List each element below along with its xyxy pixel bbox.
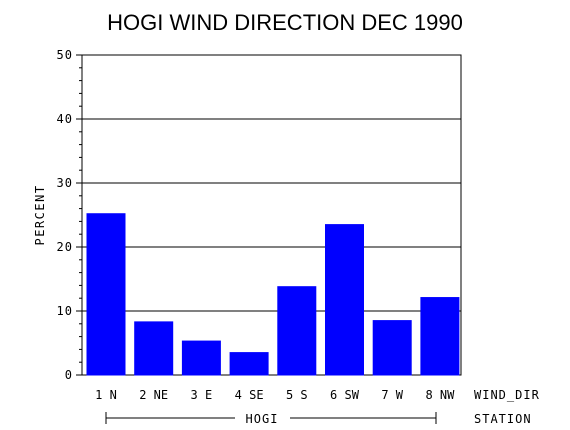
y-tick-label: 20 [57, 240, 73, 254]
bars [86, 213, 460, 376]
bar-6-sw [325, 224, 364, 376]
bar-4-se [229, 352, 269, 376]
x-tick-label: 7 W [381, 388, 403, 402]
bar-7-w [372, 320, 412, 376]
y-tick-label: 10 [57, 304, 73, 318]
x-tick-label: 2 NE [139, 388, 168, 402]
bar-1-n [86, 213, 126, 376]
y-tick-label: 30 [57, 176, 73, 190]
bar-8-nw [420, 297, 460, 376]
x-tick-label: 6 SW [330, 388, 360, 402]
x-tick-label: 3 E [191, 388, 213, 402]
y-tick-label: 40 [57, 112, 73, 126]
gridlines [82, 54, 461, 312]
x-axis-label: WIND_DIR [474, 388, 540, 402]
bar-3-e [181, 340, 221, 376]
x-tick-label: 4 SE [235, 388, 264, 402]
station-name: HOGI [246, 412, 279, 426]
x-tick-label: 1 N [95, 388, 117, 402]
station-label: STATION [474, 412, 532, 426]
x-tick-label: 5 S [286, 388, 308, 402]
y-axis-label: PERCENT [33, 184, 47, 245]
x-tick-label: 8 NW [425, 388, 455, 402]
x-axis-tick-labels: 1 N 2 NE 3 E 4 SE 5 S 6 SW 7 W 8 NW [95, 388, 455, 402]
y-tick-label: 0 [65, 368, 73, 382]
y-tick-label: 50 [57, 48, 73, 62]
chart-title: HOGI WIND DIRECTION DEC 1990 [107, 10, 463, 35]
bar-5-s [277, 286, 317, 376]
bar-2-ne [134, 321, 174, 376]
station-bracket: HOGI [105, 412, 437, 426]
y-axis-ticks: 0 10 20 30 40 50 [57, 48, 82, 382]
